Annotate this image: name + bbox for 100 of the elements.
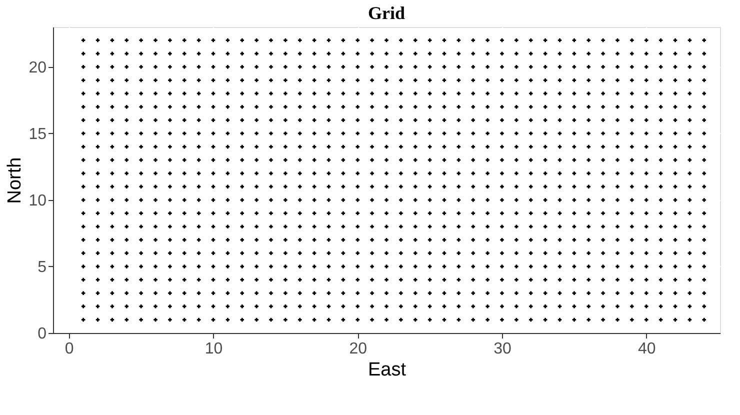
- point: [572, 158, 576, 162]
- point: [226, 304, 230, 308]
- point: [240, 52, 244, 56]
- point: [514, 291, 518, 295]
- point: [254, 52, 258, 56]
- point: [356, 264, 360, 268]
- point: [456, 132, 461, 136]
- point: [558, 158, 562, 162]
- point: [124, 171, 128, 176]
- point: [428, 92, 432, 96]
- point: [572, 304, 576, 308]
- point: [586, 304, 590, 308]
- point: [688, 92, 692, 96]
- point: [211, 38, 216, 42]
- point: [586, 238, 590, 242]
- point: [471, 184, 475, 189]
- point: [312, 132, 316, 136]
- point: [154, 52, 158, 56]
- point: [673, 291, 678, 295]
- point: [644, 104, 648, 109]
- point: [456, 251, 461, 256]
- point: [124, 198, 128, 202]
- point: [226, 158, 230, 162]
- point: [529, 158, 533, 162]
- point: [154, 291, 158, 295]
- point: [572, 251, 576, 256]
- point: [356, 52, 360, 56]
- point: [486, 65, 490, 69]
- point: [110, 144, 114, 149]
- point: [341, 304, 346, 308]
- point: [370, 264, 374, 268]
- point: [240, 304, 244, 308]
- point: [688, 118, 692, 122]
- point: [486, 144, 490, 149]
- point: [269, 198, 273, 202]
- point: [688, 65, 692, 69]
- point: [226, 198, 230, 202]
- point: [81, 238, 86, 242]
- point: [688, 278, 692, 282]
- point: [211, 132, 216, 136]
- point: [644, 78, 648, 82]
- point: [442, 158, 446, 162]
- point: [312, 78, 316, 82]
- point: [312, 224, 316, 228]
- point: [486, 104, 490, 109]
- point: [298, 171, 302, 176]
- point: [529, 264, 533, 268]
- point: [356, 224, 360, 228]
- point: [124, 224, 128, 228]
- point: [370, 278, 374, 282]
- point: [370, 104, 374, 109]
- point: [370, 224, 374, 228]
- point: [211, 144, 216, 149]
- point: [326, 52, 331, 56]
- point: [81, 251, 86, 256]
- point: [543, 92, 548, 96]
- point: [124, 291, 128, 295]
- point: [471, 318, 475, 322]
- point: [124, 38, 128, 42]
- point: [341, 278, 346, 282]
- x-tick-label: 0: [64, 340, 74, 358]
- point: [341, 211, 346, 216]
- point: [298, 118, 302, 122]
- point: [254, 304, 258, 308]
- point: [211, 118, 216, 122]
- point: [139, 198, 143, 202]
- point: [673, 92, 678, 96]
- point: [456, 264, 461, 268]
- point: [96, 184, 100, 189]
- point: [442, 38, 446, 42]
- point: [486, 118, 490, 122]
- point: [96, 211, 100, 216]
- point: [514, 104, 518, 109]
- point: [586, 38, 590, 42]
- point: [182, 38, 186, 42]
- point: [240, 144, 244, 149]
- point: [211, 304, 216, 308]
- point: [442, 171, 446, 176]
- point: [456, 171, 461, 176]
- point: [658, 158, 663, 162]
- point: [240, 158, 244, 162]
- point: [240, 224, 244, 228]
- point: [139, 118, 143, 122]
- point: [226, 278, 230, 282]
- point: [630, 92, 634, 96]
- point: [558, 78, 562, 82]
- point: [110, 318, 114, 322]
- point: [341, 132, 346, 136]
- point: [370, 78, 374, 82]
- point: [81, 278, 86, 282]
- point: [543, 158, 548, 162]
- point: [616, 144, 620, 149]
- point: [673, 132, 678, 136]
- point: [326, 118, 331, 122]
- point: [124, 318, 128, 322]
- point: [110, 198, 114, 202]
- point: [312, 144, 316, 149]
- point: [384, 52, 388, 56]
- point: [269, 118, 273, 122]
- point: [529, 291, 533, 295]
